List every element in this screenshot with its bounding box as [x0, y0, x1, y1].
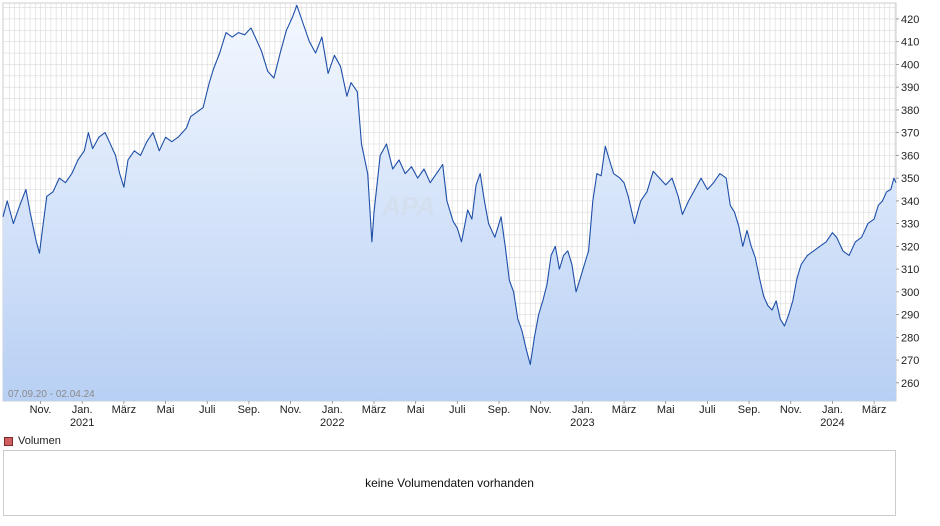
x-tick-label: März [862, 404, 886, 416]
y-tick-label: 300 [901, 287, 919, 299]
y-tick-label: 410 [901, 37, 919, 49]
y-tick-label: 260 [901, 378, 919, 390]
y-tick-label: 290 [901, 310, 919, 322]
date-range-label: 07.09.20 - 02.04.24 [8, 389, 95, 400]
x-tick-label: Juli [199, 404, 216, 416]
x-axis: Nov. Jan. März Mai Juli Sep. Nov. Jan. März Mai Ju… [30, 401, 886, 429]
x-tick-label: März [612, 404, 636, 416]
x-tick-label: Mai [407, 404, 425, 416]
volume-empty-message: keine Volumendaten vorhanden [365, 476, 534, 490]
volume-legend: Volumen [4, 434, 61, 448]
x-tick-label: Sep. [738, 404, 761, 416]
x-tick-label: Juli [449, 404, 466, 416]
y-tick-label: 340 [901, 196, 919, 208]
y-tick-label: 320 [901, 241, 919, 253]
x-tick-label: Jan. [572, 404, 593, 416]
y-tick-label: 350 [901, 173, 919, 185]
x-tick-label: März [112, 404, 136, 416]
price-line [2, 4, 897, 366]
y-tick-label: 370 [901, 128, 919, 140]
x-tick-label: Jan. [72, 404, 93, 416]
x-year-label: 2022 [320, 417, 344, 429]
volume-panel: keine Volumendaten vorhanden [3, 450, 896, 516]
watermark-text: APA [381, 191, 435, 221]
x-tick-label: Mai [157, 404, 175, 416]
x-tick-label: Jan. [322, 404, 343, 416]
x-tick-label: Nov. [30, 404, 52, 416]
x-tick-label: Mai [657, 404, 675, 416]
y-tick-label: 380 [901, 105, 919, 117]
y-tick-label: 360 [901, 150, 919, 162]
volume-legend-label: Volumen [18, 435, 61, 447]
x-tick-label: Jan. [822, 404, 843, 416]
x-year-label: 2023 [570, 417, 594, 429]
x-year-label: 2021 [70, 417, 94, 429]
price-area [3, 5, 896, 402]
x-tick-label: Sep. [238, 404, 261, 416]
x-tick-label: Sep. [488, 404, 511, 416]
volume-legend-swatch [4, 436, 13, 446]
y-tick-label: 280 [901, 332, 919, 344]
y-tick-label: 400 [901, 59, 919, 71]
x-tick-label: Juli [699, 404, 716, 416]
x-tick-label: Nov. [280, 404, 302, 416]
x-tick-label: Nov. [780, 404, 802, 416]
y-tick-label: 330 [901, 219, 919, 231]
y-axis: 260 270 280 290 300 310 320 330 340 350 360 370 380 3… [896, 14, 919, 390]
price-chart: APA 07.09.20 - 02.04.24 260 270 280 290 300 3… [2, 2, 919, 429]
y-tick-label: 420 [901, 14, 919, 26]
x-tick-label: Nov. [530, 404, 552, 416]
y-tick-label: 390 [901, 82, 919, 94]
y-tick-label: 310 [901, 264, 919, 276]
y-tick-label: 270 [901, 355, 919, 367]
x-year-label: 2024 [820, 417, 844, 429]
x-tick-label: März [362, 404, 386, 416]
